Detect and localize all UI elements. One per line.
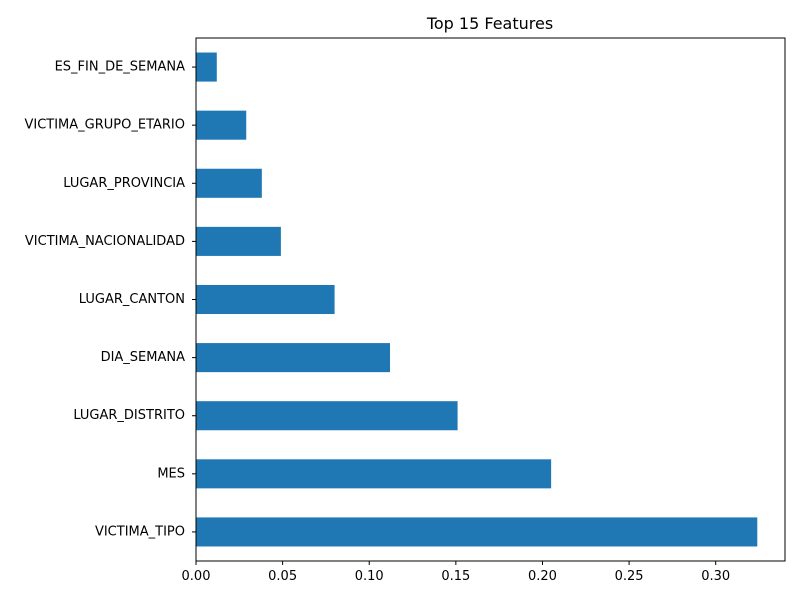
bar-es-fin-de-semana <box>196 52 217 82</box>
bar-lugar-provincia <box>196 168 262 198</box>
x-tick-label: 0.20 <box>528 569 557 584</box>
plot-frame <box>195 37 786 562</box>
bar-dia-semana <box>196 343 391 373</box>
bar-victima-nacionalidad <box>196 226 281 256</box>
y-tick-label: LUGAR_DISTRITO <box>73 408 185 423</box>
y-tick-label: DIA_SEMANA <box>101 350 186 365</box>
chart-title: Top 15 Features <box>426 14 553 33</box>
x-tick-label: 0.10 <box>355 569 384 584</box>
y-axis: VICTIMA_TIPO MES LUGAR_DISTRITO DIA_SEMANA L… <box>24 60 196 539</box>
y-tick-label: LUGAR_CANTON <box>79 292 185 307</box>
y-tick-label: VICTIMA_GRUPO_ETARIO <box>24 118 185 133</box>
y-tick-label: VICTIMA_NACIONALIDAD <box>25 234 185 249</box>
bar-victima-grupo-etario <box>196 110 247 140</box>
bars-group <box>196 52 758 547</box>
x-axis: 0.00 0.05 0.10 0.15 0.20 0.25 0.30 <box>182 561 730 584</box>
y-tick-label: VICTIMA_TIPO <box>95 524 185 539</box>
bar-lugar-distrito <box>196 401 458 431</box>
y-tick-label: MES <box>157 466 185 481</box>
x-tick-label: 0.00 <box>182 569 211 584</box>
bar-mes <box>196 459 552 489</box>
y-tick-label: ES_FIN_DE_SEMANA <box>55 60 186 75</box>
x-tick-label: 0.15 <box>441 569 470 584</box>
bar-lugar-canton <box>196 284 335 315</box>
x-tick-label: 0.30 <box>701 569 730 584</box>
x-tick-label: 0.05 <box>268 569 297 584</box>
x-tick-label: 0.25 <box>615 569 644 584</box>
y-tick-label: LUGAR_PROVINCIA <box>63 176 185 191</box>
bar-victima-tipo <box>196 517 758 547</box>
